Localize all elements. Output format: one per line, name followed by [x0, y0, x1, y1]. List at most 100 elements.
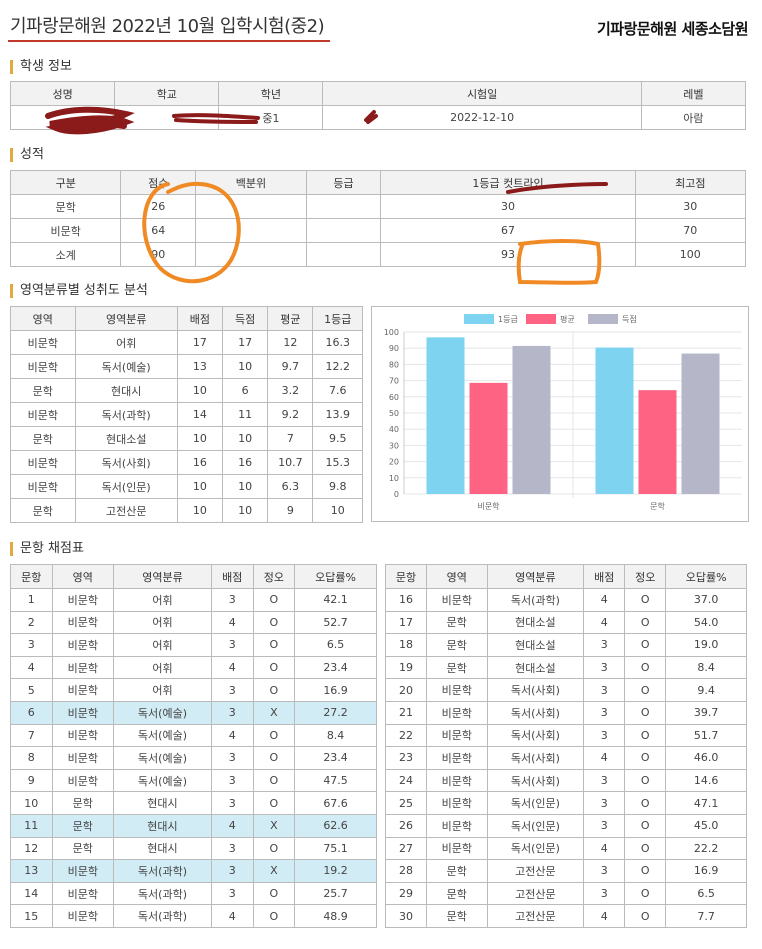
answer-row: 11 문학 현대시 4 X 62.6	[10, 813, 377, 838]
answer-cell: 12	[10, 836, 53, 861]
answer-header: 배점	[583, 564, 626, 589]
area-cell: 독서(예술)	[74, 354, 178, 379]
bar-평균	[469, 382, 508, 494]
area-cell: 6	[222, 378, 269, 403]
area-cell: 3.2	[267, 378, 314, 403]
area-cell: 10	[222, 426, 269, 451]
answer-header: 배점	[210, 564, 254, 589]
area-cell: 12	[267, 330, 314, 355]
grades-cell: 70	[634, 218, 747, 243]
answer-cell: 4	[210, 610, 254, 635]
grades-row: 비문학 64 67 70	[9, 218, 747, 243]
answer-cell: 비문학	[426, 746, 488, 770]
answer-cell: 3	[210, 768, 254, 793]
answer-cell: O	[252, 746, 296, 770]
answer-cell: 비문학	[51, 746, 114, 770]
grades-header: 등급	[305, 170, 382, 195]
student-cell: 아람	[640, 105, 747, 130]
answer-table-right: 문항 영역 영역분류 배점 정오 오답률% 16 비문학 독서(과학) 4 O 37.0 17 문학 현대…	[384, 564, 747, 928]
grades-header: 1등급 컷트라인	[380, 170, 636, 195]
answer-cell: 현대소설	[486, 633, 585, 657]
answer-cell: 비문학	[426, 836, 488, 861]
answer-row: 26 비문학 독서(인문) 3 O 45.0	[384, 813, 747, 838]
grades-cell	[305, 218, 382, 243]
area-row: 비문학 어휘 17 17 12 16.3	[10, 330, 363, 355]
answer-cell: 9.4	[665, 678, 747, 702]
student-header: 시험일	[322, 81, 642, 106]
answer-cell: 30	[384, 904, 428, 928]
answer-header: 영역	[51, 564, 114, 589]
grades-cell	[195, 242, 307, 267]
answer-cell: 17	[384, 610, 428, 635]
answer-cell: 비문학	[426, 678, 488, 702]
answer-cell: 독서(과학)	[112, 859, 212, 883]
answer-cell: 비문학	[51, 588, 114, 612]
area-row: 문학 현대시 10 6 3.2 7.6	[10, 378, 363, 403]
answer-row: 16 비문학 독서(과학) 4 O 37.0	[384, 588, 747, 612]
area-cell: 독서(인문)	[74, 474, 178, 499]
answer-cell: O	[624, 723, 667, 748]
answer-cell: 비문학	[51, 881, 114, 906]
answer-cell: 고전산문	[486, 859, 585, 883]
bar-득점	[681, 353, 720, 494]
area-cell: 10	[176, 378, 224, 403]
answer-cell: 3	[583, 881, 626, 906]
grades-cell: 90	[120, 242, 197, 267]
area-cell: 15.3	[312, 450, 363, 475]
answer-cell: 비문학	[51, 633, 114, 657]
grades-cell: 비문학	[9, 218, 122, 243]
area-cell: 16.3	[312, 330, 363, 355]
answer-cell: 3	[583, 859, 626, 883]
answer-cell: 비문학	[51, 678, 114, 702]
answer-cell: 19.0	[665, 633, 747, 657]
answer-cell: 문학	[51, 791, 114, 815]
answer-cell: 15	[10, 904, 53, 928]
area-cell: 문학	[10, 426, 76, 451]
answer-cell: 독서(예술)	[112, 746, 212, 770]
answer-cell: 75.1	[294, 836, 377, 861]
answer-cell: 22	[384, 723, 428, 748]
area-cell: 10	[176, 498, 224, 523]
answer-cell: 문학	[426, 655, 488, 680]
answer-row: 8 비문학 독서(예술) 3 O 23.4	[10, 746, 377, 770]
answer-cell: 독서(과학)	[112, 881, 212, 906]
area-cell: 14	[176, 402, 224, 427]
area-header: 득점	[222, 306, 269, 331]
answer-cell: 20	[384, 678, 428, 702]
answer-cell: 3	[210, 859, 254, 883]
answer-cell: O	[624, 768, 667, 793]
answer-cell: 16.9	[294, 678, 377, 702]
area-row: 비문학 독서(사회) 16 16 10.7 15.3	[10, 450, 363, 475]
student-cell: 2022-12-10	[322, 105, 642, 130]
answer-cell: 51.7	[665, 723, 747, 748]
area-cell: 문학	[10, 378, 76, 403]
answer-cell: O	[252, 768, 296, 793]
answer-cell: 4	[583, 588, 626, 612]
answer-cell: 독서(예술)	[112, 723, 212, 748]
grades-cell: 30	[634, 194, 747, 219]
answer-cell: 현대시	[112, 791, 212, 815]
answer-cell: 4	[210, 904, 254, 928]
grades-cell	[195, 194, 307, 219]
answer-row: 9 비문학 독서(예술) 3 O 47.5	[10, 768, 377, 793]
answer-cell: 5	[10, 678, 53, 702]
area-row: 문학 현대소설 10 10 7 9.5	[10, 426, 363, 451]
answer-header: 정오	[252, 564, 296, 589]
area-cell: 9.2	[267, 402, 314, 427]
y-tick-label: 10	[389, 474, 399, 483]
brand-name: 기파랑문해원 세종소담원	[596, 20, 749, 38]
area-cell: 고전산문	[74, 498, 178, 523]
answer-cell: 비문학	[426, 813, 488, 838]
answers-section-title: 문항 채점표	[10, 542, 84, 556]
grades-row: 소계 90 93 100	[9, 242, 747, 267]
area-cell: 어휘	[74, 330, 178, 355]
answer-cell: 어휘	[112, 610, 212, 635]
answer-header: 영역분류	[486, 564, 585, 589]
area-cell: 10	[176, 474, 224, 499]
answer-cell: O	[624, 904, 667, 928]
answer-cell: O	[252, 633, 296, 657]
answer-cell: 3	[210, 633, 254, 657]
answer-cell: 14	[10, 881, 53, 906]
answer-cell: 3	[583, 633, 626, 657]
answer-cell: 독서(사회)	[486, 723, 585, 748]
